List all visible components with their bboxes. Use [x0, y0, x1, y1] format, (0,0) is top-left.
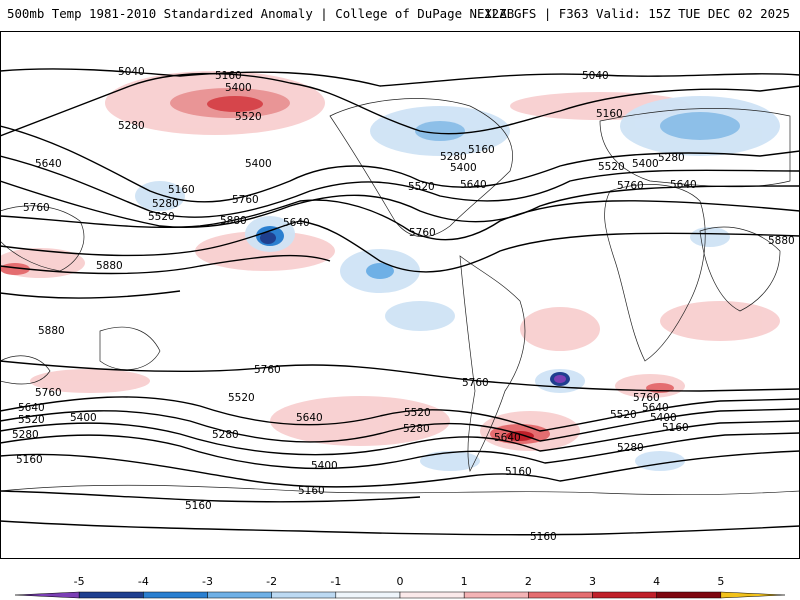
contour-labels: 5040 5160 5400 5520 5280 5040 5160 5160 …: [12, 66, 795, 543]
cold-anomaly-shading: [135, 96, 780, 471]
contour-label: 5400: [70, 412, 97, 424]
colorbar-segments: [14, 591, 786, 599]
contour-label: 5760: [232, 194, 259, 206]
contour-label: 5640: [18, 402, 45, 414]
contour-label: 5760: [23, 202, 50, 214]
contour-label: 5160: [662, 422, 689, 434]
contour-label: 5520: [148, 211, 175, 223]
contour-label: 5400: [632, 158, 659, 170]
contour-label: 5160: [215, 70, 242, 82]
contour-label: 5160: [468, 144, 495, 156]
strong-cold-anomaly: [256, 112, 740, 386]
colorbar-segment: [271, 591, 337, 599]
contour-label: 5160: [16, 454, 43, 466]
contour-label: 5880: [220, 215, 247, 227]
colorbar-tick-label: 2: [525, 575, 532, 588]
contour-label: 5160: [505, 466, 532, 478]
colorbar-segment: [14, 591, 80, 599]
contour-label: 5640: [283, 217, 310, 229]
contour-label: 5760: [35, 387, 62, 399]
colorbar-ticks: -5 -4 -3 -2 -1 0 1 2 3 4 5: [74, 575, 725, 588]
colorbar-tick-label: 3: [589, 575, 596, 588]
contour-label: 5280: [152, 198, 179, 210]
contour-label: 5760: [254, 364, 281, 376]
contour-label: 5880: [768, 235, 795, 247]
contour-label: 5280: [658, 152, 685, 164]
colorbar-tick-label: -1: [330, 575, 341, 588]
contour-label: 5640: [296, 412, 323, 424]
map-title: 500mb Temp 1981-2010 Standardized Anomal…: [7, 6, 515, 21]
contour-label: 5160: [298, 485, 325, 497]
colorbar-tick-label: 5: [717, 575, 724, 588]
contour-label: 5520: [235, 111, 262, 123]
contour-label: 5400: [650, 412, 677, 424]
model-run-info: 12Z GFS | F363 Valid: 15Z TUE DEC 02 202…: [484, 6, 790, 21]
contour-label: 5400: [245, 158, 272, 170]
colorbar-tick-label: -2: [266, 575, 277, 588]
contour-label: 5520: [228, 392, 255, 404]
colorbar-segment: [528, 591, 593, 599]
contour-label: 5520: [404, 407, 431, 419]
colorbar-segment: [592, 591, 657, 599]
colorbar-segment: [143, 591, 208, 599]
contour-label: 5280: [118, 120, 145, 132]
colorbar-segment: [399, 591, 465, 599]
contour-label: 5280: [403, 423, 430, 435]
colorbar-segment: [207, 591, 272, 599]
contour-label: 5880: [96, 260, 123, 272]
colorbar: -5 -4 -3 -2 -1 0 1 2 3 4 5: [14, 575, 786, 599]
contour-label: 5400: [225, 82, 252, 94]
colorbar-tick-label: -5: [74, 575, 85, 588]
contour-label: 5280: [617, 442, 644, 454]
height-contours: [0, 68, 800, 536]
colorbar-segment: [78, 591, 144, 599]
coastlines: [0, 98, 800, 496]
colorbar-tick-label: 1: [461, 575, 468, 588]
colorbar-segment: [656, 591, 722, 599]
contour-label: 5640: [642, 402, 669, 414]
contour-label: 5400: [311, 460, 338, 472]
contour-label: 5280: [12, 429, 39, 441]
colorbar-tick-label: -4: [138, 575, 149, 588]
contour-label: 5520: [18, 414, 45, 426]
contour-label: 5520: [408, 181, 435, 193]
contour-label: 5640: [494, 432, 521, 444]
contour-label: 5040: [118, 66, 145, 78]
contour-label: 5040: [582, 70, 609, 82]
contour-label: 5400: [450, 162, 477, 174]
colorbar-tick-label: 0: [397, 575, 404, 588]
colorbar-segment: [335, 591, 401, 599]
contour-label: 5640: [670, 179, 697, 191]
contour-label: 5160: [185, 500, 212, 512]
contour-label: 5280: [440, 151, 467, 163]
warm-anomaly-shading: [0, 71, 780, 451]
contour-label: 5760: [462, 377, 489, 389]
contour-label: 5160: [168, 184, 195, 196]
contour-label: 5760: [617, 180, 644, 192]
colorbar-tick-label: -3: [202, 575, 213, 588]
contour-label: 5520: [598, 161, 625, 173]
contour-label: 5880: [38, 325, 65, 337]
colorbar-segment: [720, 591, 786, 599]
contour-label: 5160: [596, 108, 623, 120]
contour-label: 5640: [460, 179, 487, 191]
colorbar-segment: [463, 591, 529, 599]
contour-label: 5160: [530, 531, 557, 543]
contour-label: 5760: [633, 392, 660, 404]
colorbar-tick-label: 4: [653, 575, 660, 588]
contour-label: 5760: [409, 227, 436, 239]
contour-label: 5280: [212, 429, 239, 441]
anomaly-map: 5040 5160 5400 5520 5280 5040 5160 5160 …: [0, 31, 800, 559]
contour-label: 5640: [35, 158, 62, 170]
contour-label: 5520: [610, 409, 637, 421]
